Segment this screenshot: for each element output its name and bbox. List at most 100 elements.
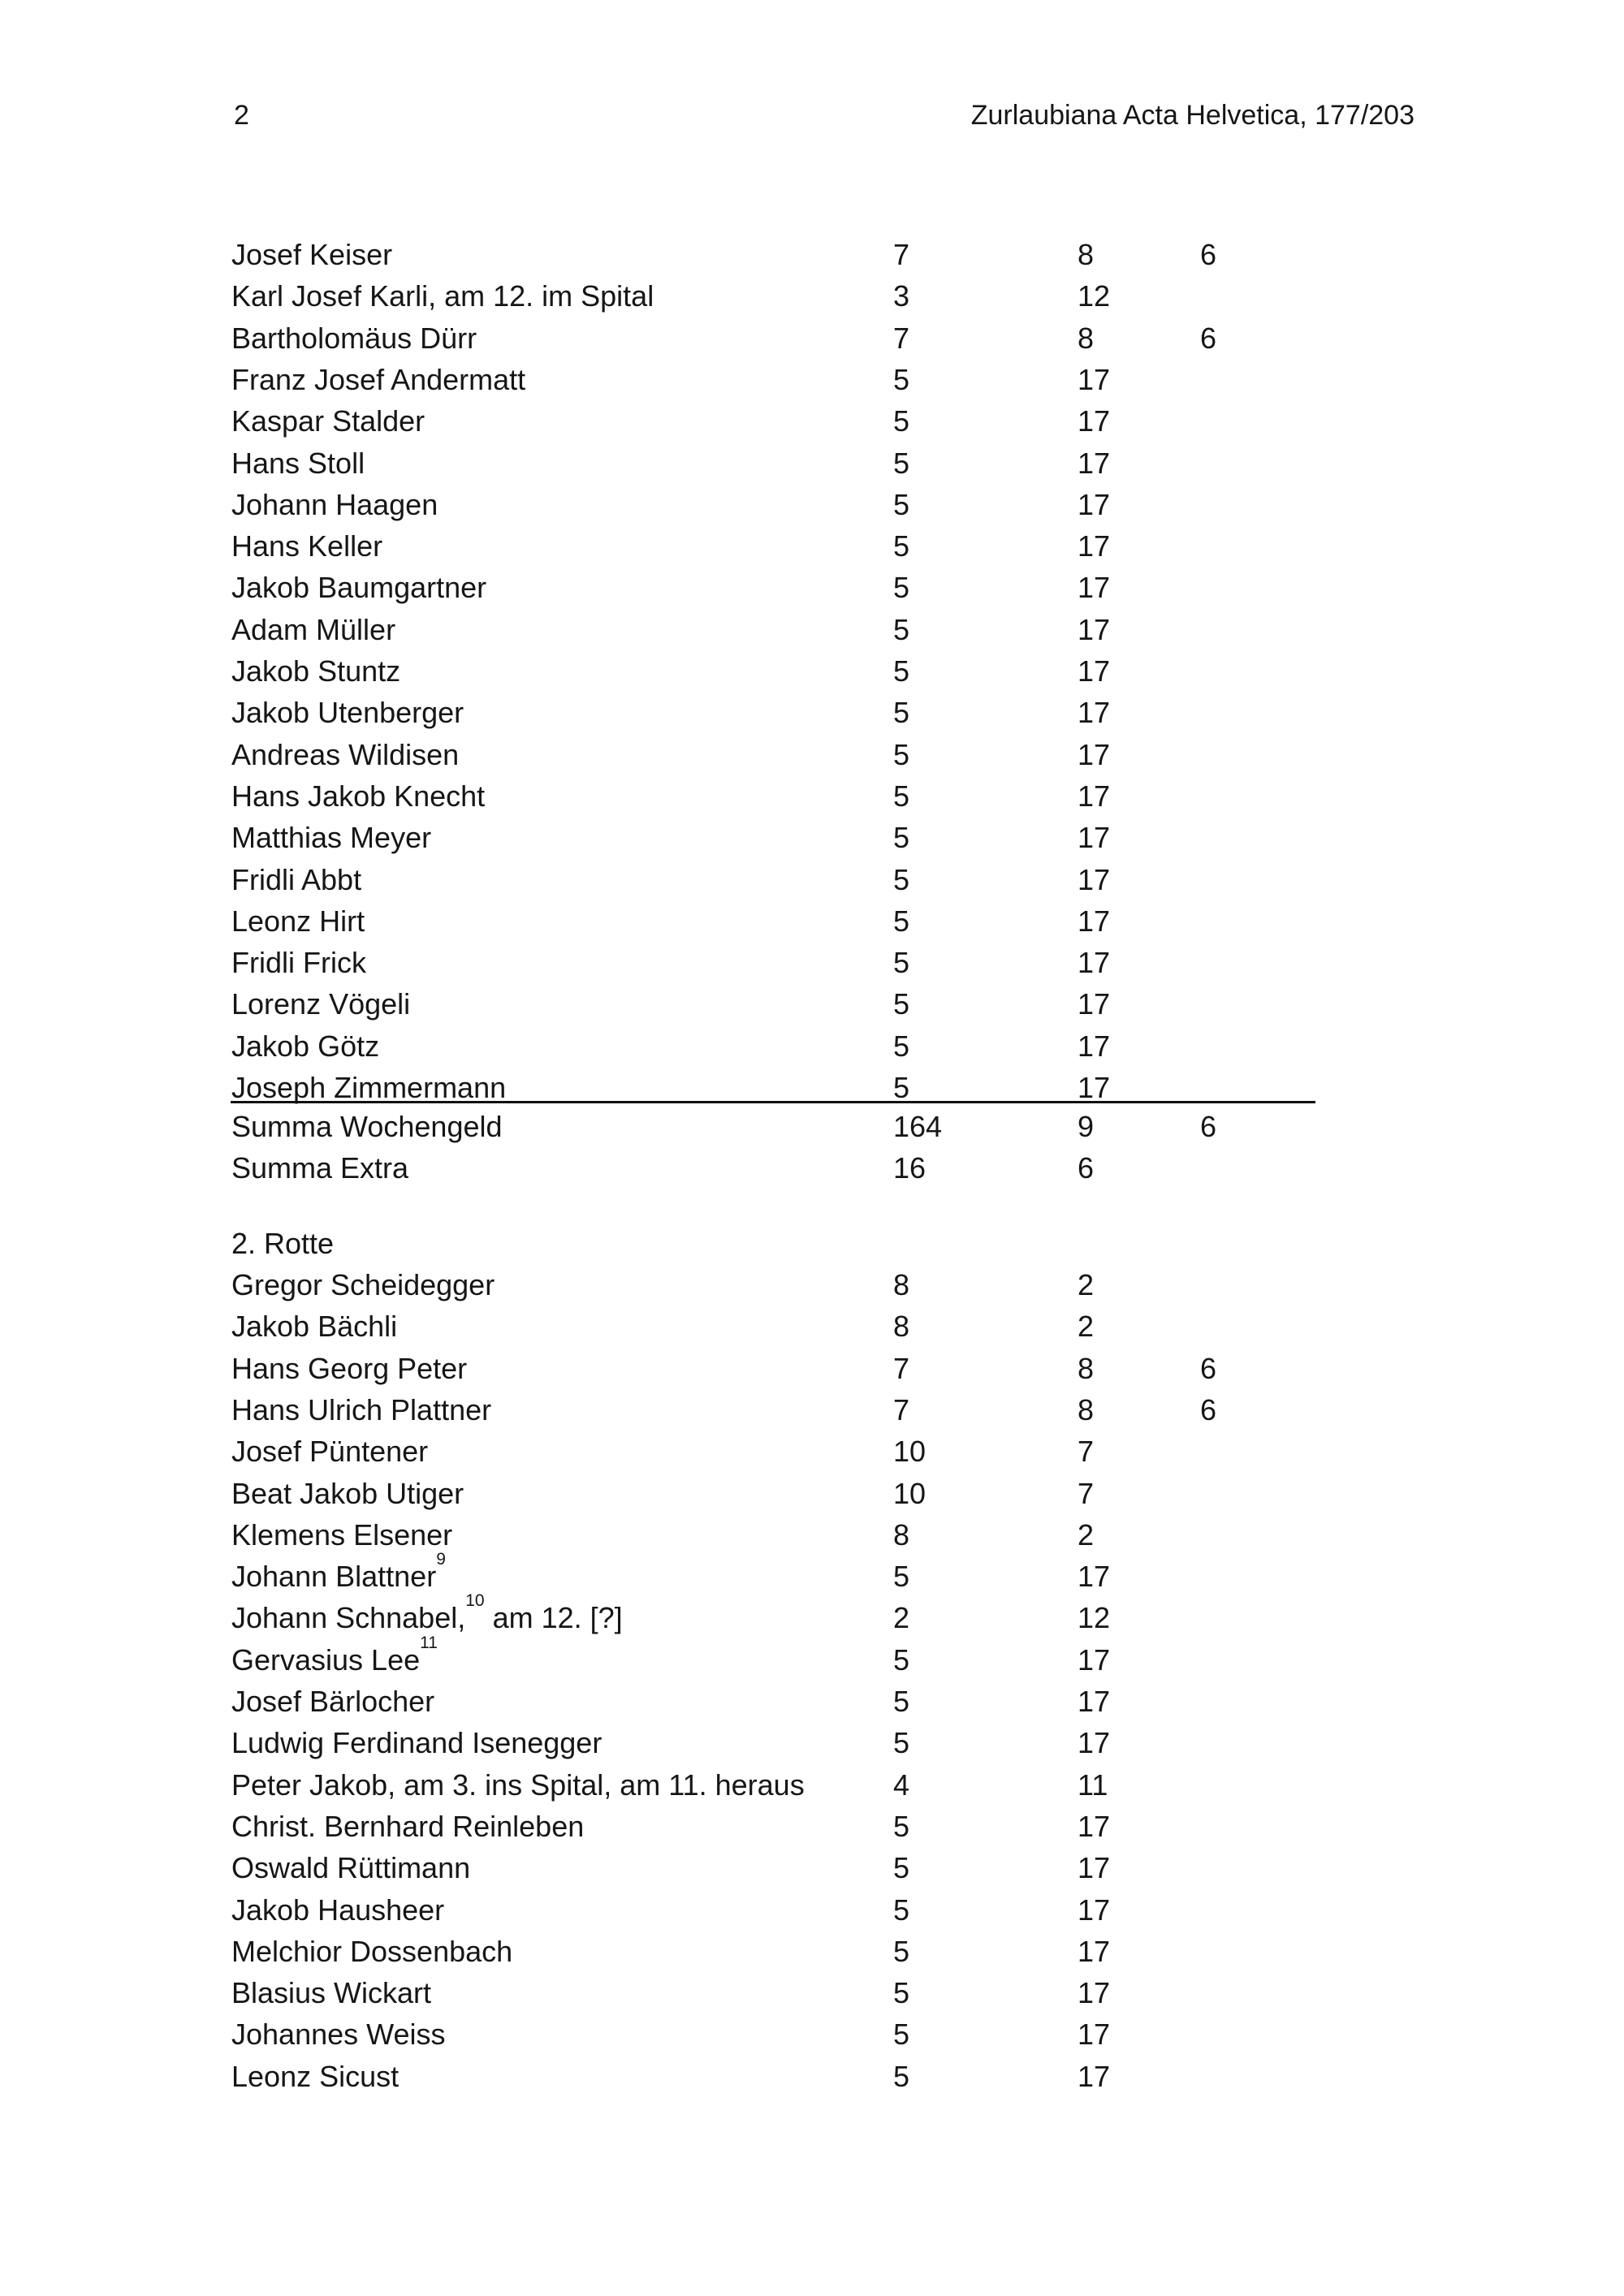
person-name: Blasius Wickart [231, 1972, 431, 2014]
value-col1: 7 [893, 238, 910, 271]
name-text: Jakob Götz [231, 1029, 380, 1063]
value-col1: 7 [893, 322, 910, 355]
value-col2: 17 [1078, 987, 1111, 1021]
person-name: Matthias Meyer [231, 817, 431, 859]
person-name: Hans Georg Peter [231, 1348, 467, 1390]
value-col1: 5 [893, 1810, 910, 1843]
value-col2: 17 [1078, 946, 1111, 979]
table-row: Christ. Bernhard Reinleben 5 17 [0, 1806, 1624, 1848]
person-name: Jakob Hausheer [231, 1889, 444, 1931]
name-text: Jakob Stuntz [231, 654, 401, 688]
value-col1: 5 [893, 863, 910, 896]
value-col1: 5 [893, 654, 910, 688]
table-row: Fridli Frick 5 17 [0, 942, 1624, 984]
table-row: Hans Stoll 5 17 [0, 442, 1624, 485]
value-col1: 5 [893, 571, 910, 604]
table-row: Jakob Götz 5 17 [0, 1025, 1624, 1068]
value-col2: 17 [1078, 488, 1111, 521]
name-text: Kaspar Stalder [231, 404, 425, 438]
value-col1: 5 [893, 987, 910, 1021]
value-col1: 8 [893, 1310, 910, 1343]
value-col2: 17 [1078, 363, 1111, 396]
table-row: Oswald Rüttimann 5 17 [0, 1847, 1624, 1889]
value-col1: 5 [893, 821, 910, 854]
person-name: Franz Josef Andermatt [231, 359, 525, 401]
value-col1: 5 [893, 904, 910, 938]
table-row: Beat Jakob Utiger 10 7 [0, 1473, 1624, 1515]
name-text: Josef Püntener [231, 1435, 429, 1468]
value-col2: 6 [1078, 1151, 1095, 1185]
value-col1: 4 [893, 1768, 910, 1802]
table-row: Jakob Baumgartner 5 17 [0, 567, 1624, 609]
name-text: Josef Keiser [231, 238, 393, 271]
table-row: Josef Püntener 10 7 [0, 1431, 1624, 1473]
person-name: Klemens Elsener [231, 1514, 452, 1556]
person-name: Joseph Zimmermann [231, 1067, 506, 1109]
table-row: Johann Haagen 5 17 [0, 484, 1624, 526]
person-name: Jakob Baumgartner [231, 567, 486, 609]
name-text: Johannes Weiss [231, 2018, 446, 2051]
value-col2: 17 [1078, 1726, 1111, 1759]
value-col1: 10 [893, 1477, 926, 1510]
value-col1: 5 [893, 1685, 910, 1718]
person-name: Gregor Scheidegger [231, 1264, 495, 1306]
table-row: Leonz Hirt 5 17 [0, 900, 1624, 943]
section-heading: 2. Rotte [231, 1227, 335, 1260]
person-name: Bartholomäus Dürr [231, 317, 477, 360]
name-text: Klemens Elsener [231, 1518, 453, 1552]
value-col2: 11 [1078, 1768, 1108, 1802]
value-col2: 2 [1078, 1310, 1095, 1343]
name-text: Hans Georg Peter [231, 1352, 468, 1385]
value-col1: 5 [893, 696, 910, 729]
value-col1: 8 [893, 1518, 910, 1552]
name-text: Johann Haagen [231, 488, 438, 521]
table-row: Adam Müller 5 17 [0, 609, 1624, 651]
name-text: Fridli Frick [231, 946, 366, 979]
value-col3: 6 [1200, 322, 1217, 355]
table-row: Hans Ulrich Plattner 7 8 6 [0, 1389, 1624, 1431]
table-row: Johannes Weiss 5 17 [0, 2013, 1624, 2056]
summary-row: Summa Extra 16 6 [0, 1147, 1624, 1189]
footnote-ref: 9 [436, 1550, 446, 1569]
person-name: Gervasius Lee11 [231, 1634, 438, 1681]
value-col2: 17 [1078, 1029, 1111, 1063]
name-text: Summa Extra [231, 1151, 409, 1185]
value-col1: 5 [893, 1560, 910, 1593]
value-col3: 6 [1200, 1352, 1217, 1385]
value-col2: 17 [1078, 2018, 1111, 2051]
person-name: Josef Keiser [231, 234, 392, 276]
person-name: Hans Stoll [231, 442, 365, 485]
value-col2: 8 [1078, 322, 1095, 355]
value-col2: 7 [1078, 1435, 1095, 1468]
name-text: Johann Schnabel, [231, 1601, 466, 1634]
table-row: Gervasius Lee11 5 17 [0, 1634, 1624, 1681]
footnote-ref: 11 [420, 1634, 438, 1652]
value-col1: 5 [893, 738, 910, 771]
value-col1: 5 [893, 1071, 910, 1104]
table-row: Blasius Wickart 5 17 [0, 1972, 1624, 2014]
value-col3: 6 [1200, 1393, 1217, 1426]
name-text: Hans Keller [231, 529, 383, 563]
table-row: Leonz Sicust 5 17 [0, 2056, 1624, 2098]
value-col2: 17 [1078, 571, 1111, 604]
person-name: Johann Schnabel,10 am 12. [?] [231, 1592, 623, 1639]
value-col2: 17 [1078, 1071, 1111, 1104]
page-number: 2 [234, 100, 249, 131]
value-col1: 5 [893, 946, 910, 979]
value-col2: 17 [1078, 696, 1111, 729]
value-col1: 7 [893, 1352, 910, 1385]
person-name: Lorenz Vögeli [231, 983, 410, 1025]
person-name: Johann Haagen [231, 484, 438, 526]
name-text: Jakob Bächli [231, 1310, 398, 1343]
value-col1: 5 [893, 2060, 910, 2093]
value-col2: 9 [1078, 1110, 1095, 1143]
value-col2: 8 [1078, 1393, 1095, 1426]
person-name: Jakob Bächli [231, 1306, 397, 1348]
value-col2: 8 [1078, 1352, 1095, 1385]
value-col2: 17 [1078, 821, 1111, 854]
name-text: Matthias Meyer [231, 821, 432, 854]
name-text: Adam Müller [231, 613, 396, 646]
name-text: Summa Wochengeld [231, 1110, 503, 1143]
value-col3: 6 [1200, 1110, 1217, 1143]
name-text: Gervasius Lee [231, 1643, 421, 1677]
